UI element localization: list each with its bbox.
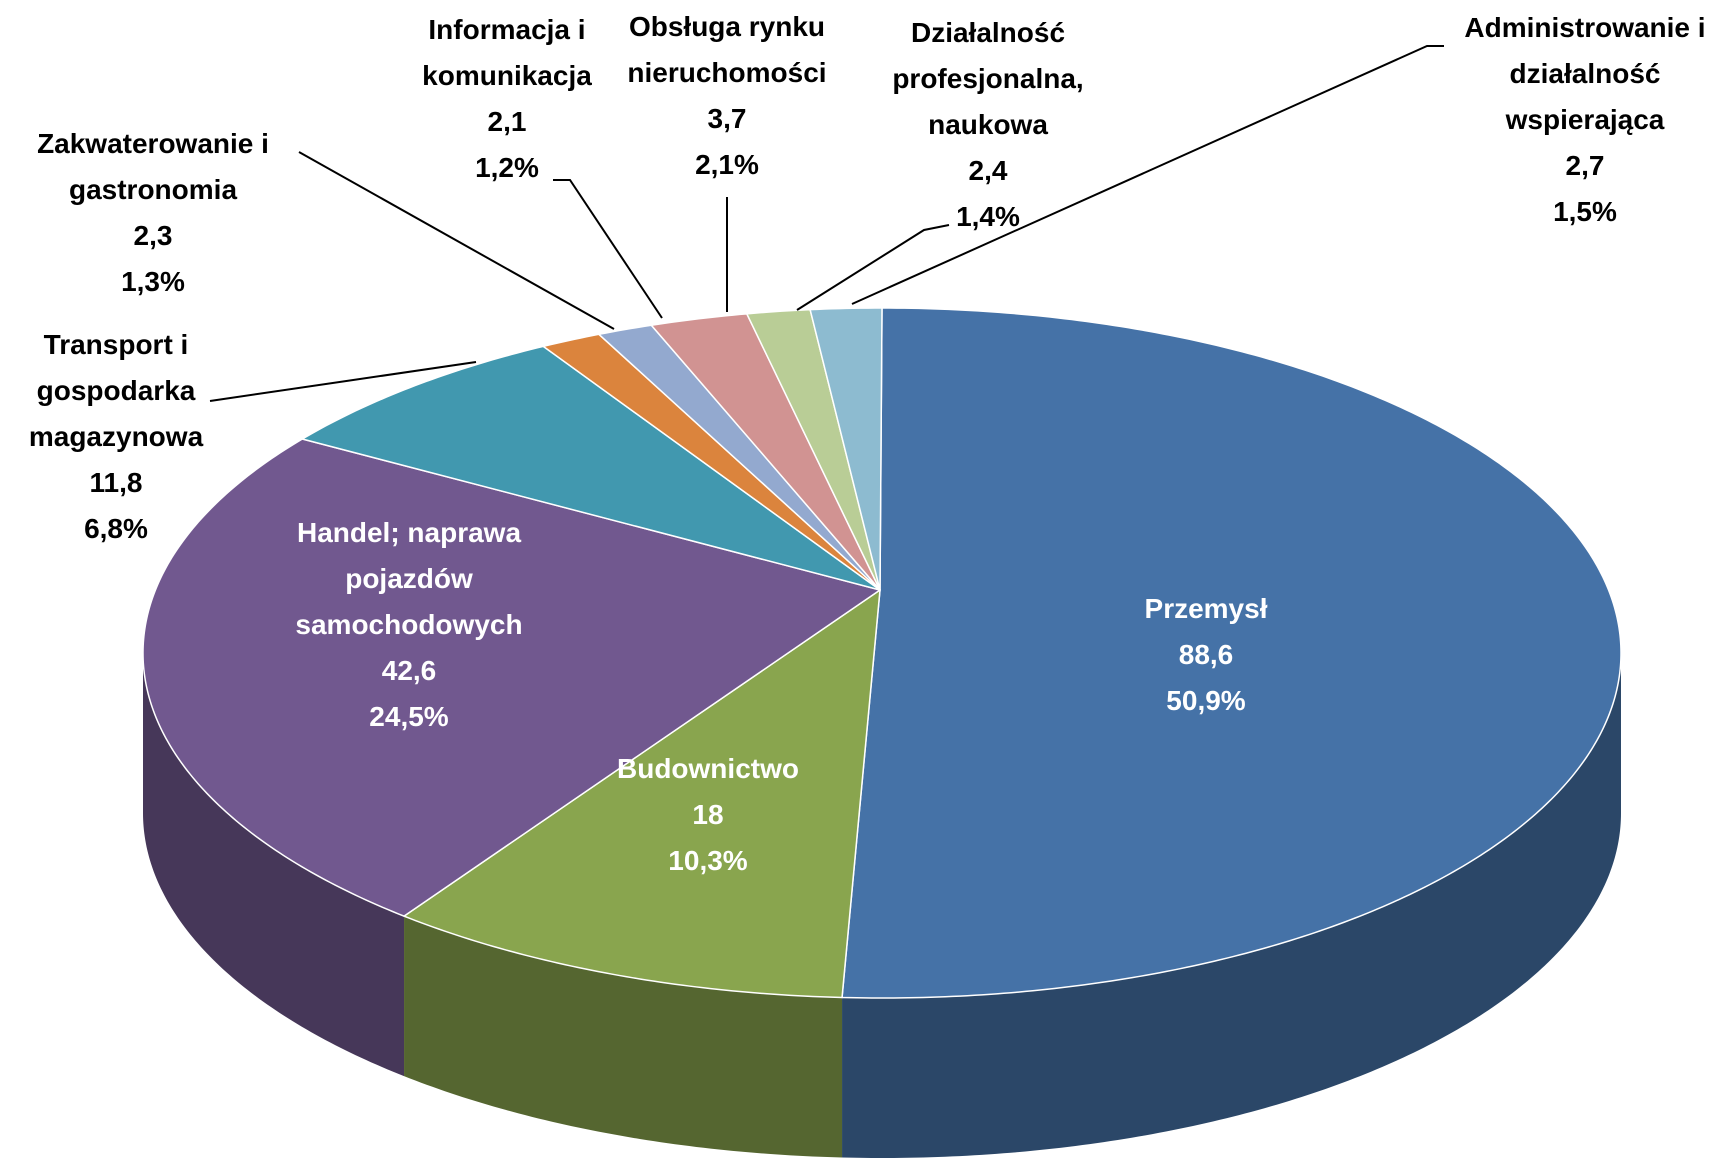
label-value: 88,6 (1178, 639, 1234, 670)
label-name: Administrowanie i działalność wspierając… (1464, 12, 1706, 135)
slice (403, 589, 881, 999)
slice (841, 307, 1622, 999)
label-percent: 2,1% (695, 149, 759, 180)
slice (598, 324, 881, 591)
leader-line (298, 151, 615, 330)
data-label: Informacja i komunikacja 2,1 1,2% (402, 7, 612, 191)
label-percent: 1,5% (1553, 196, 1617, 227)
slice (809, 307, 883, 591)
label-percent: 1,4% (956, 201, 1020, 232)
leader-line (553, 179, 663, 319)
label-percent: 6,8% (84, 513, 148, 544)
leader-lines (209, 45, 1444, 402)
label-percent: 1,3% (121, 266, 185, 297)
data-label: Działalność profesjonalna, naukowa 2,4 1,4… (868, 10, 1108, 240)
label-value: 2,3 (133, 220, 173, 251)
slice-side (143, 653, 405, 1077)
data-label: Budownictwo 18 10,3% (578, 746, 838, 884)
leader-line (209, 361, 477, 402)
label-value: 3,7 (707, 103, 747, 134)
label-name: Budownictwo (617, 753, 799, 784)
slices (142, 307, 1622, 1158)
slice (542, 333, 881, 591)
label-percent: 1,2% (475, 152, 539, 183)
data-label: Administrowanie i działalność wspierając… (1440, 5, 1730, 235)
label-name: Zakwaterowanie i gastronomia (37, 128, 269, 205)
label-name: Transport i gospodarka magazynowa (28, 329, 204, 452)
label-value: 42,6 (381, 655, 437, 686)
label-name: Obsługa rynku nieruchomości (627, 11, 827, 88)
data-label: Obsługa rynku nieruchomości 3,7 2,1% (615, 4, 840, 188)
slice-side (404, 916, 843, 1158)
data-label: Transport i gospodarka magazynowa 11,8 6,8… (16, 322, 216, 552)
slice (142, 438, 881, 917)
slice (746, 308, 881, 591)
data-label: Przemysł 88,6 50,9% (1076, 586, 1336, 724)
label-name: Informacja i komunikacja (422, 14, 592, 91)
label-percent: 50,9% (1166, 685, 1246, 716)
leader-line (851, 45, 1444, 305)
leader-line (796, 224, 950, 311)
label-name: Działalność profesjonalna, naukowa (892, 17, 1084, 140)
data-label: Zakwaterowanie i gastronomia 2,3 1,3% (13, 121, 293, 305)
slice (301, 345, 881, 591)
label-name: Przemysł (1144, 593, 1268, 624)
data-label: Handel; naprawa pojazdów samochodowych 42… (279, 510, 539, 740)
label-name: Handel; naprawa pojazdów samochodowych (295, 517, 523, 640)
slice-side (842, 653, 1621, 1158)
label-percent: 10,3% (668, 845, 748, 876)
label-value: 18 (692, 799, 724, 830)
label-value: 2,1 (487, 106, 527, 137)
slice (650, 313, 881, 591)
label-value: 2,4 (968, 155, 1008, 186)
label-percent: 24,5% (369, 701, 449, 732)
label-value: 11,8 (89, 467, 143, 498)
label-value: 2,7 (1565, 150, 1605, 181)
